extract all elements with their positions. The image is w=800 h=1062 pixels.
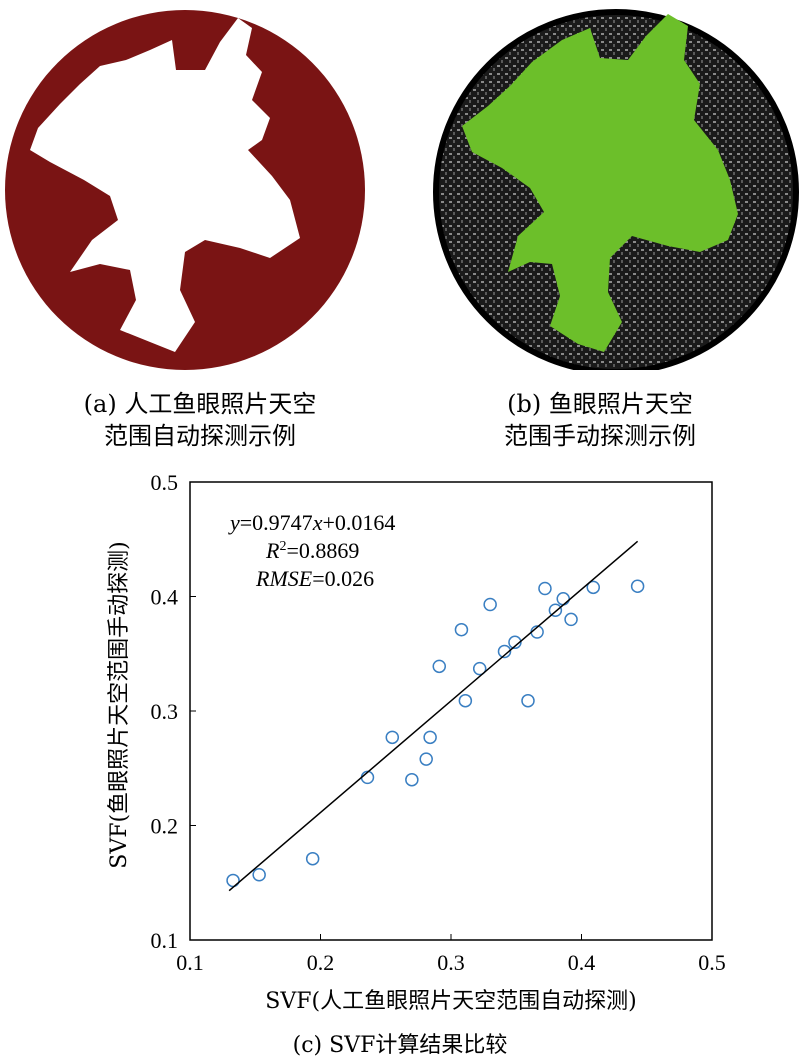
y-tick-label: 0.5 <box>151 470 179 495</box>
data-point <box>252 867 266 882</box>
caption-b-line2: 范围手动探测示例 <box>504 422 696 450</box>
y-axis: 0.1 0.2 0.3 0.4 0.5 <box>151 470 196 953</box>
r-squared-text: R2=0.8869 <box>265 538 359 563</box>
data-point <box>419 752 433 766</box>
y-tick-label: 0.2 <box>151 814 179 839</box>
data-point <box>521 693 535 708</box>
data-point <box>305 851 320 866</box>
x-tick-label: 0.3 <box>437 950 465 975</box>
data-point <box>483 597 497 612</box>
y-tick-label: 0.3 <box>151 699 179 724</box>
x-tick-label: 0.4 <box>568 950 596 975</box>
data-point <box>423 730 437 745</box>
svf-scatter-chart: 0.1 0.2 0.3 0.4 0.5 0.1 0.2 0.3 0.4 0.5 y=0.9747… <box>107 470 726 1014</box>
data-point <box>432 659 447 674</box>
data-point <box>586 580 600 595</box>
fisheye-manual-image <box>432 0 800 375</box>
fisheye-manual-sky-region <box>462 14 738 352</box>
data-point <box>508 635 522 650</box>
x-tick-label: 0.5 <box>698 950 726 975</box>
y-axis-title: SVF(鱼眼照片天空范围手动探测) <box>107 541 132 868</box>
data-points <box>226 579 645 888</box>
data-point <box>385 730 400 745</box>
data-point <box>564 612 578 627</box>
data-point <box>630 579 645 593</box>
data-point <box>458 693 473 708</box>
y-tick-label: 0.4 <box>151 585 179 610</box>
caption-b: (b) 鱼眼照片天空 范围手动探测示例 <box>400 388 800 452</box>
x-tick-label: 0.1 <box>176 950 204 975</box>
caption-a: (a) 人工鱼眼照片天空 范围自动探测示例 <box>0 388 400 452</box>
regression-line <box>228 540 639 892</box>
data-point <box>538 581 552 596</box>
data-point <box>472 661 487 676</box>
caption-a-line2: 范围自动探测示例 <box>104 422 296 450</box>
x-axis-title: SVF(人工鱼眼照片天空范围自动探测) <box>265 989 636 1014</box>
equation-text: y=0.9747x+0.0164 <box>228 510 395 535</box>
caption-b-line1: (b) 鱼眼照片天空 <box>507 390 693 418</box>
data-point <box>548 603 563 617</box>
y-tick-label: 0.1 <box>151 928 179 953</box>
data-point <box>556 592 570 606</box>
caption-a-line1: (a) 人工鱼眼照片天空 <box>83 390 317 418</box>
fisheye-auto-sky-region <box>30 18 300 352</box>
rmse-text: RMSE=0.026 <box>255 566 374 591</box>
data-point <box>405 772 419 787</box>
fisheye-auto-image <box>0 0 365 370</box>
caption-c: (c) SVF计算结果比较 <box>292 1033 508 1058</box>
data-point <box>497 644 512 659</box>
x-axis: 0.1 0.2 0.3 0.4 0.5 <box>176 934 726 975</box>
x-tick-label: 0.2 <box>307 950 335 975</box>
data-point <box>454 622 469 637</box>
